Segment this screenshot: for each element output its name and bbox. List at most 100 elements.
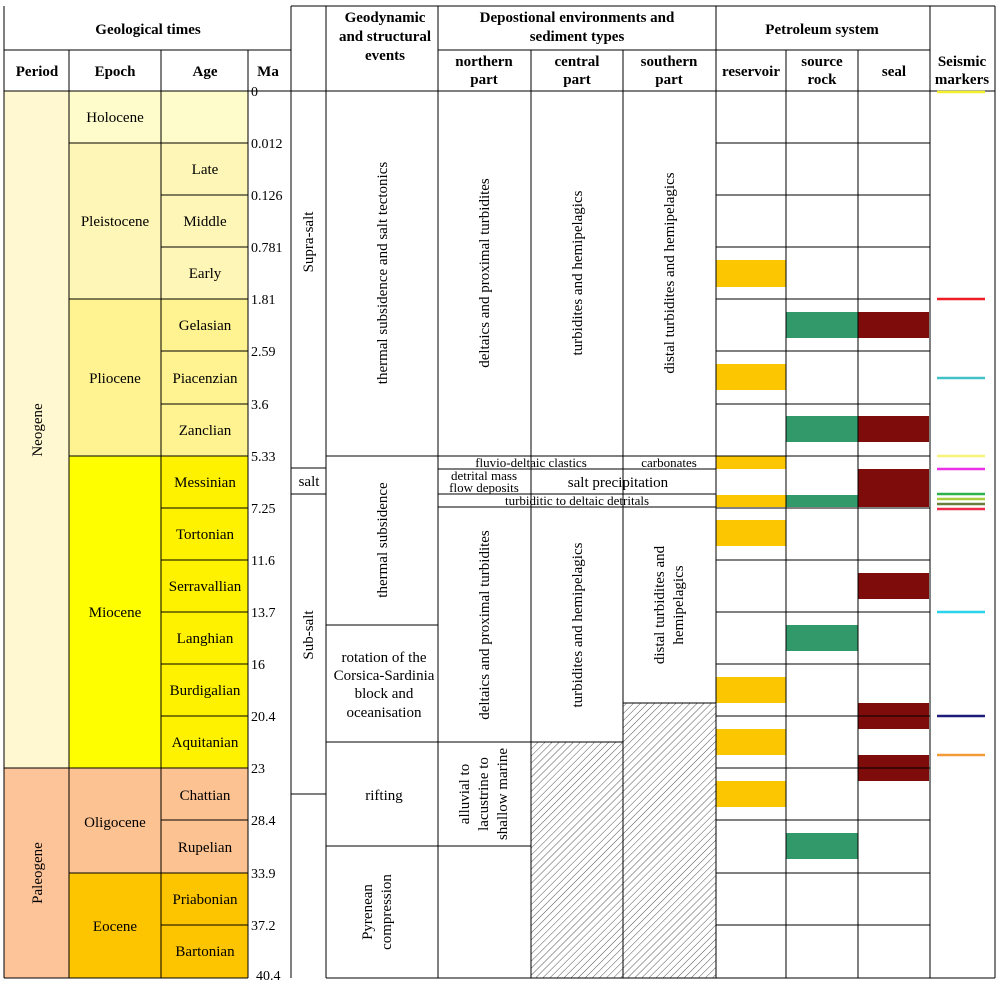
ma-tick: 40.4 bbox=[256, 969, 281, 984]
age-label: Zanclian bbox=[179, 423, 232, 439]
epoch-label: Pleistocene bbox=[81, 214, 150, 230]
ma-tick: 7.25 bbox=[251, 502, 276, 517]
grid-lines bbox=[3, 5, 996, 979]
age-labels: Late Middle Early Gelasian Piacenzian Za… bbox=[169, 162, 242, 960]
deposit-central-upper: turbidites and hemipelagics bbox=[570, 190, 586, 355]
source-bar bbox=[786, 625, 858, 651]
deposit-carbonates: carbonates bbox=[641, 455, 697, 470]
deposit-alluvial: alluvial to bbox=[457, 764, 473, 824]
reservoir-bar bbox=[716, 677, 786, 703]
source-bar bbox=[786, 833, 858, 859]
event-rotation: Corsica-Sardinia bbox=[334, 668, 435, 684]
petroleum-bars bbox=[716, 260, 929, 859]
epoch-labels: Holocene Pleistocene Pliocene Miocene Ol… bbox=[81, 110, 150, 935]
reservoir-bar bbox=[716, 781, 786, 807]
supra-salt-label: Supra-salt bbox=[301, 211, 317, 273]
period-paleogene-cell bbox=[4, 768, 69, 978]
deposit-north-upper: deltaics and proximal turbidites bbox=[477, 178, 493, 368]
age-pliocene-cell bbox=[161, 299, 248, 456]
ma-tick: 37.2 bbox=[251, 919, 276, 934]
deposit-south-lower: distal turbidites and bbox=[652, 545, 668, 664]
ma-tick: 23 bbox=[251, 762, 265, 777]
period-neogene-cell bbox=[4, 91, 69, 768]
age-label: Aquitanian bbox=[172, 735, 239, 751]
deposit-salt-precipitation: salt precipitation bbox=[568, 475, 669, 491]
ma-tick: 20.4 bbox=[251, 710, 276, 725]
header-labels: Geological times Period Epoch Age Ma Geo… bbox=[16, 10, 989, 88]
deposit-alluvial: lacustrine to bbox=[476, 757, 492, 831]
epoch-label: Holocene bbox=[86, 110, 144, 126]
event-rotation: block and bbox=[355, 686, 414, 702]
header-northern: part bbox=[470, 72, 498, 88]
age-pleistocene-cell bbox=[161, 143, 248, 299]
header-geodynamic: Geodynamic bbox=[345, 10, 426, 26]
event-rotation: oceanisation bbox=[347, 705, 422, 721]
geodynamic-events: thermal subsidence and salt tectonics th… bbox=[334, 162, 435, 950]
header-epoch: Epoch bbox=[95, 64, 137, 80]
southern-hatch bbox=[623, 703, 716, 978]
header-northern: northern bbox=[455, 54, 513, 70]
source-bar bbox=[786, 416, 858, 442]
ma-tick: 0.012 bbox=[251, 137, 283, 152]
age-label: Chattian bbox=[180, 788, 231, 804]
ma-tick: 13.7 bbox=[251, 606, 276, 621]
age-label: Tortonian bbox=[176, 527, 235, 543]
age-label: Early bbox=[189, 266, 222, 282]
source-bar bbox=[786, 312, 858, 338]
header-source-rock: rock bbox=[808, 72, 838, 88]
deposit-detrital: flow deposits bbox=[449, 480, 519, 495]
deposit-south-upper: distal turbidites and hemipelagics bbox=[662, 172, 678, 373]
header-period: Period bbox=[16, 64, 59, 80]
ma-tick: 28.4 bbox=[251, 814, 276, 829]
ma-ticks: 0 0.012 0.126 0.781 1.81 2.59 3.6 5.33 7… bbox=[251, 85, 283, 984]
reservoir-bar bbox=[716, 520, 786, 546]
ma-tick: 16 bbox=[251, 658, 265, 673]
header-age: Age bbox=[193, 64, 218, 80]
epoch-label: Eocene bbox=[93, 919, 137, 935]
source-bar bbox=[786, 495, 858, 507]
deposit-detrital: detrital mass bbox=[451, 468, 517, 483]
header-geological-times: Geological times bbox=[95, 22, 201, 38]
epoch-label: Oligocene bbox=[84, 815, 146, 831]
hatched-areas bbox=[531, 703, 716, 978]
age-label: Rupelian bbox=[178, 840, 233, 856]
period-neogene-label: Neogene bbox=[30, 403, 46, 457]
header-source-rock: source bbox=[801, 54, 843, 70]
event-rifting: rifting bbox=[365, 788, 403, 804]
header-petroleum-system: Petroleum system bbox=[765, 22, 879, 38]
header-seismic: markers bbox=[935, 72, 989, 88]
seal-bar bbox=[858, 312, 929, 338]
epoch-label: Pliocene bbox=[89, 371, 141, 387]
age-label: Gelasian bbox=[179, 318, 232, 334]
header-depositional: sediment types bbox=[530, 29, 625, 45]
ma-tick: 11.6 bbox=[251, 554, 275, 569]
header-seal: seal bbox=[882, 64, 906, 80]
age-label: Messinian bbox=[174, 475, 236, 491]
epoch-label: Miocene bbox=[89, 605, 142, 621]
ma-tick: 0.126 bbox=[251, 189, 283, 204]
seal-bar bbox=[858, 416, 929, 442]
ma-tick: 5.33 bbox=[251, 450, 276, 465]
seal-bar bbox=[858, 469, 929, 507]
epoch-eocene-cell bbox=[69, 873, 161, 978]
deposit-south-lower: hemipelagics bbox=[671, 565, 687, 644]
period-labels: Neogene Paleogene bbox=[30, 403, 46, 904]
event-pyrenean: compression bbox=[379, 874, 395, 950]
header-southern: southern bbox=[641, 54, 698, 70]
age-label: Piacenzian bbox=[173, 371, 238, 387]
event-pyrenean: Pyrenean bbox=[360, 884, 376, 940]
deposit-fluvio: fluvio-deltaic clastics bbox=[475, 455, 587, 470]
seal-bar bbox=[858, 573, 929, 599]
epoch-pliocene-cell bbox=[69, 299, 161, 456]
seismic-markers bbox=[937, 90, 985, 757]
age-label: Burdigalian bbox=[170, 683, 241, 699]
depositional-environments: deltaics and proximal turbidites turbidi… bbox=[449, 172, 697, 840]
reservoir-bar bbox=[716, 729, 786, 755]
age-label: Langhian bbox=[177, 631, 234, 647]
age-label: Serravallian bbox=[169, 579, 242, 595]
sub-salt-label: Sub-salt bbox=[301, 610, 317, 660]
epoch-pleistocene-cell bbox=[69, 143, 161, 299]
salt-units: Supra-salt salt Sub-salt bbox=[299, 211, 321, 660]
header-southern: part bbox=[655, 72, 683, 88]
